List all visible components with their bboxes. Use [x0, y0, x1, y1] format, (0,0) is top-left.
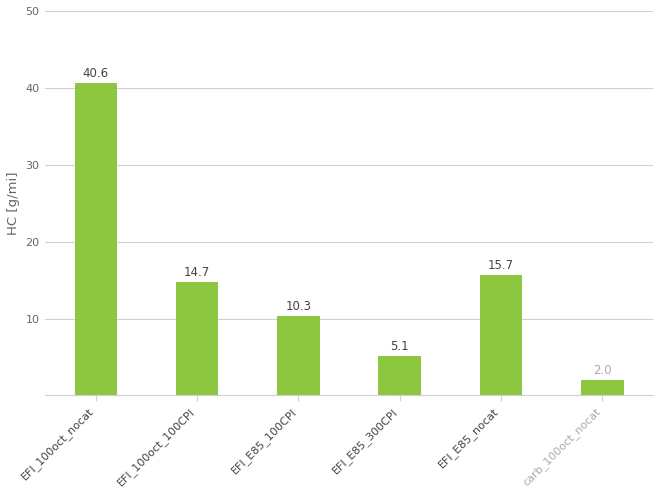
Bar — [75, 83, 117, 396]
Text: 5.1: 5.1 — [391, 340, 409, 353]
Text: 15.7: 15.7 — [488, 258, 514, 272]
Text: 40.6: 40.6 — [82, 67, 109, 80]
Y-axis label: HC [g/mi]: HC [g/mi] — [7, 171, 20, 235]
Text: 14.7: 14.7 — [184, 266, 211, 279]
Bar — [277, 316, 319, 396]
Text: 2.0: 2.0 — [593, 364, 612, 377]
Text: 10.3: 10.3 — [286, 300, 312, 313]
Bar — [581, 380, 624, 396]
Bar — [378, 356, 421, 396]
Bar — [480, 275, 522, 396]
Bar — [176, 282, 218, 396]
